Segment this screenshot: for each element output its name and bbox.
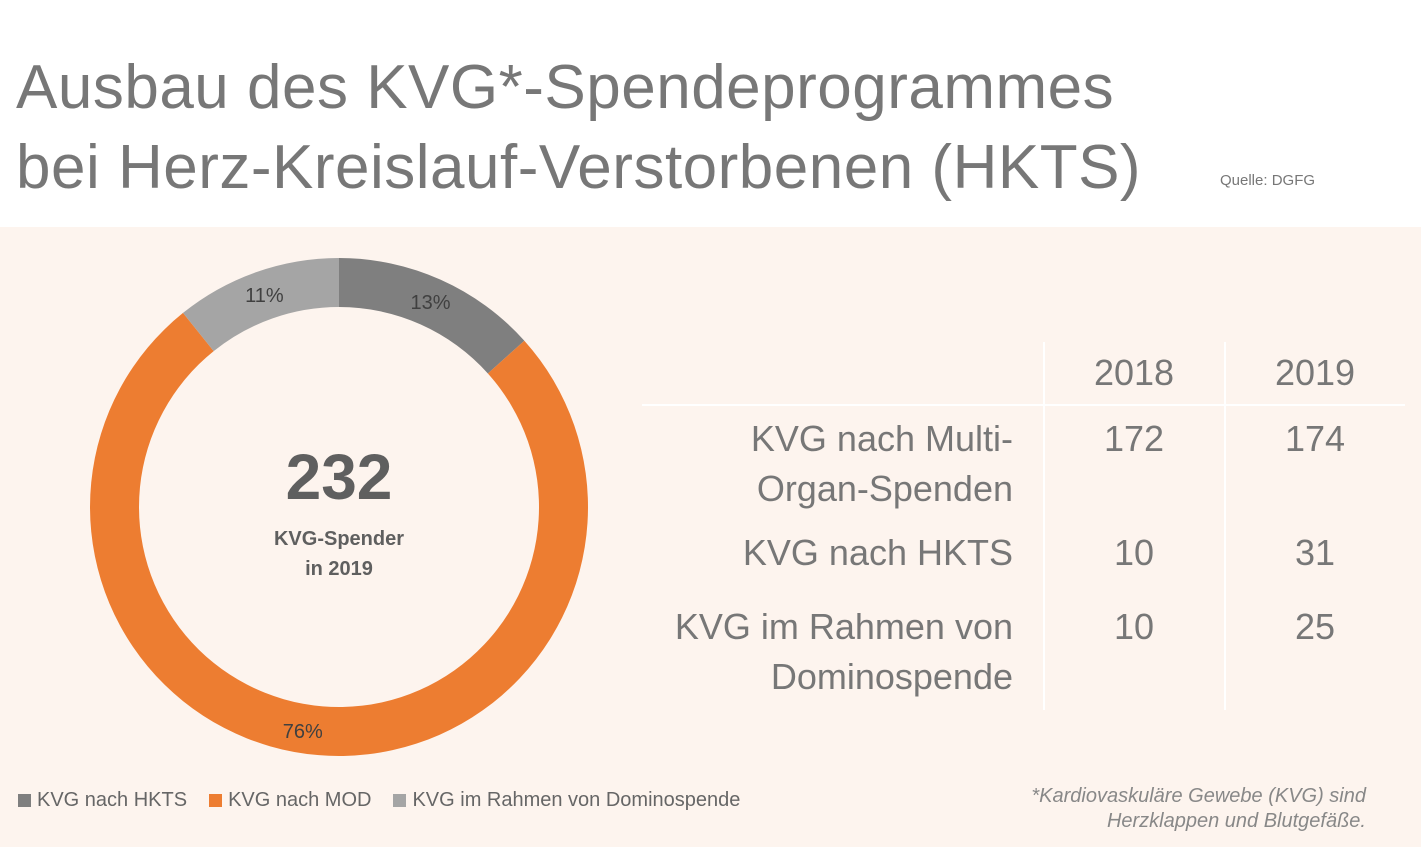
column-header: 2019: [1274, 352, 1356, 393]
legend-swatch: [18, 794, 31, 808]
legend-label: KVG nach HKTS: [37, 789, 188, 811]
row-label: KVG nach Multi- Organ-Spenden: [593, 414, 1013, 514]
footnote-line: *Kardiovaskuläre Gewebe (KVG) sind: [1031, 785, 1366, 807]
center-label-2: in 2019: [305, 558, 373, 580]
table-cell: 10: [1113, 532, 1155, 573]
row-label: KVG nach HKTS: [593, 528, 1013, 578]
row-label-line: KVG im Rahmen von: [674, 606, 1013, 647]
legend-label: KVG im Rahmen von Dominospende: [412, 789, 741, 811]
center-label-1: KVG-Spender: [273, 528, 405, 550]
table-divider: [1043, 342, 1045, 710]
row-label: KVG im Rahmen von Dominospende: [593, 602, 1013, 702]
table-divider: [1224, 342, 1226, 710]
table-cell: 10: [1113, 606, 1155, 647]
table-divider: [642, 404, 1405, 406]
donut-slice: [339, 258, 525, 374]
row-label-line: Dominospende: [770, 656, 1013, 697]
row-label-line: KVG nach Multi-: [750, 418, 1013, 459]
row-label-line: KVG nach HKTS: [742, 532, 1013, 573]
donut-slice: [182, 258, 339, 352]
title-line-1: Ausbau des KVG*-Spendeprogrammes: [16, 53, 1115, 122]
legend-item: KVG im Rahmen von Dominospende: [393, 789, 740, 812]
table-cell: 31: [1294, 532, 1336, 573]
slice-label: 11%: [245, 285, 284, 307]
table-cell: 25: [1294, 606, 1336, 647]
center-label: KVG-Spender in 2019: [234, 524, 444, 584]
center-value: 232: [285, 441, 393, 513]
row-label-line: Organ-Spenden: [756, 468, 1013, 509]
column-header: 2018: [1093, 352, 1175, 393]
table-cell: 174: [1284, 418, 1346, 459]
slice-label: 76%: [283, 721, 323, 743]
legend-item: KVG nach MOD: [209, 789, 371, 812]
footnote: *Kardiovaskuläre Gewebe (KVG) sind Herzk…: [1031, 784, 1366, 834]
legend-swatch: [209, 794, 223, 808]
legend-item: KVG nach HKTS: [18, 789, 187, 812]
legend-swatch: [393, 794, 407, 808]
source-note: Quelle: DGFG: [1220, 172, 1316, 189]
table-cell: 172: [1103, 418, 1165, 459]
legend-label: KVG nach MOD: [228, 789, 372, 811]
slice-label: 13%: [410, 292, 450, 314]
legend: KVG nach HKTS KVG nach MOD KVG im Rahmen…: [18, 789, 740, 812]
title-line-2: bei Herz-Kreislauf-Verstorbenen (HKTS): [16, 133, 1142, 202]
page-title: Ausbau des KVG*-Spendeprogrammes bei Her…: [16, 48, 1141, 208]
footnote-line: Herzklappen und Blutgefäße.: [1106, 810, 1366, 832]
